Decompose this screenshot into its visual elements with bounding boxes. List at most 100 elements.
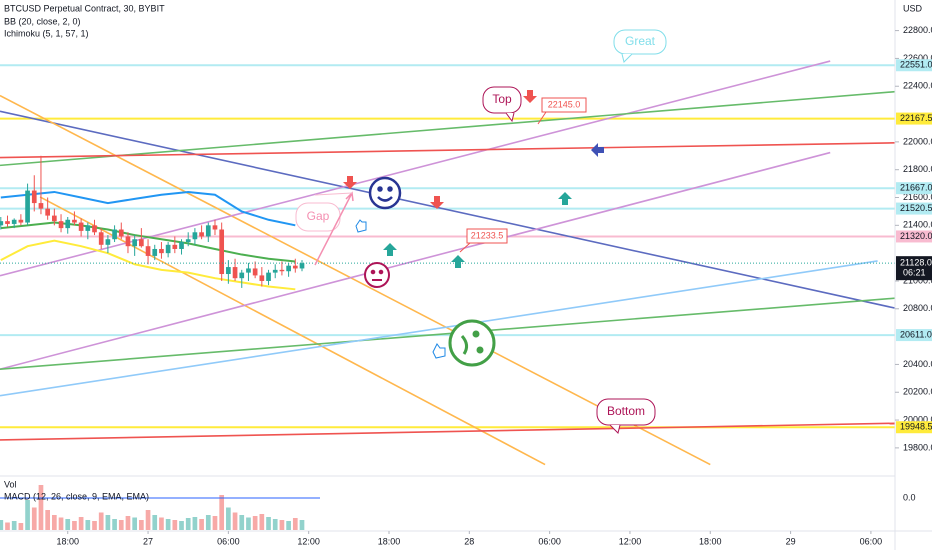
volume-bar [152,515,158,530]
candle-body [85,225,91,231]
y-tick-label: 20400.0 [903,359,932,369]
volume-bar [112,519,117,530]
candle-body [212,225,218,230]
volume-bar [145,510,151,530]
volume-bar [11,521,17,530]
level-label-bg [896,112,932,125]
candle-body [165,244,171,254]
volume-pane [0,485,320,530]
volume-bar [98,512,104,530]
x-tick-label: 06:00 [860,536,883,546]
price-pane [0,60,895,466]
volume-bar [292,518,298,530]
candle-body [226,267,231,275]
volume-bar [159,517,164,530]
candle-body [259,275,265,281]
volume-bar [45,510,50,530]
trendline [0,60,831,277]
drawings: Great Top 22145.0 Gap 21233.5 Bottom [295,29,667,434]
candle-body [98,232,104,245]
y-tick-label: 20000.0 [903,414,932,424]
volume-bar [286,521,291,530]
annotation: Bottom [607,404,645,418]
volume-bar [72,521,77,530]
candle-body [25,190,30,223]
volume-bar [132,517,138,530]
x-tick-label: 18:00 [378,536,401,546]
level-label: 22167.5 [900,113,932,123]
volume-bar [212,516,218,530]
level-label-bg [896,182,932,195]
level-label: 21320.0 [900,231,932,241]
macd-tick-label: 0.0 [903,492,916,502]
x-tick-label: 18:00 [699,536,722,546]
x-tick-label: 06:00 [217,536,240,546]
down-arrow [343,176,357,189]
x-tick-label: 06:00 [538,536,561,546]
happy-face [368,176,402,210]
candle-body [45,208,50,216]
trendline [0,297,895,370]
hand-icon [355,219,367,233]
candle-body [72,219,77,223]
y-tick-label: 22600.0 [903,53,932,63]
candle-body [92,225,97,233]
hand-icon [432,343,446,359]
candle-body [52,215,57,222]
volume-bar [85,520,91,530]
symbol-title: BTCUSD Perpetual Contract, 30, BYBIT [4,3,165,13]
up-arrow [451,255,465,268]
bubble-tail [621,53,633,63]
bubble [596,398,656,426]
candle-body [5,221,10,224]
volume-bar [105,515,111,530]
volume-bar [31,507,37,530]
candle-body [139,239,144,247]
x-tick-label: 29 [786,536,796,546]
candle-body [292,265,298,269]
candle-body [286,265,291,272]
volume-bar [239,515,245,530]
candle-body [78,222,84,231]
candle-body [246,268,251,273]
candle-body [272,269,278,273]
candle-body [239,272,245,279]
candle-body [152,248,158,256]
volume-bar [52,515,57,530]
volume-bar [165,519,171,530]
candle-body [192,232,198,240]
bubble-tail [609,424,621,434]
volume-bar [92,521,97,530]
candle-body [199,232,204,237]
gap-line [314,192,353,196]
trendline [0,90,895,167]
note-pointer [459,242,471,253]
volume-bar [192,517,198,530]
volume-bar [272,519,278,530]
y-tick-label: 21600.0 [903,192,932,202]
indicator-label: Ichimoku (5, 1, 57, 1) [4,28,89,38]
level-label-bg [896,421,932,434]
bubble [482,86,522,114]
trendline [39,196,546,466]
candle-body [58,221,64,229]
volume-bar [299,520,305,530]
annotation: Great [625,34,656,48]
volume-bar [172,520,178,530]
trendline [0,110,895,309]
currency-label: USD [903,3,923,13]
volume-bar [65,519,71,530]
candle-body [38,203,44,209]
price-note [466,228,508,244]
last-price-label: 21128.0 [900,258,932,268]
volume-bar [252,516,258,530]
level-label: 22551.0 [900,60,932,70]
y-tick-label: 22000.0 [903,136,932,146]
level-label: 20611.0 [900,329,932,339]
candle-body [279,269,285,272]
volume-bar [78,517,84,530]
volume-bar [199,519,204,530]
volume-bar [0,520,4,530]
volume-label: Vol [4,479,17,489]
